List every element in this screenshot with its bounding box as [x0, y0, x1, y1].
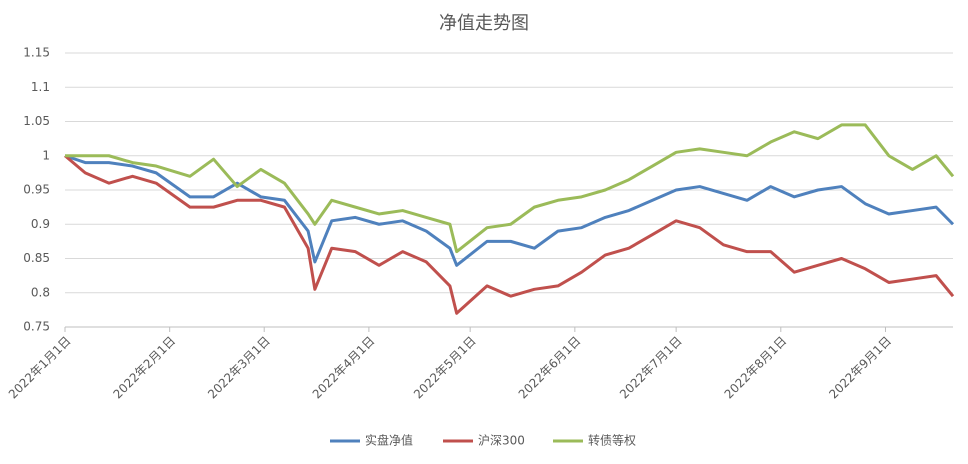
- y-tick-label: 1: [42, 148, 50, 162]
- y-tick-label: 0.75: [23, 320, 50, 334]
- x-tick-label: 2022年7月1日: [617, 334, 685, 402]
- x-tick-label: 2022年8月1日: [722, 334, 790, 402]
- line-series: [64, 154, 955, 267]
- x-tick-label: 2022年3月1日: [205, 334, 273, 402]
- line-series: [65, 123, 955, 254]
- x-tick-label: 2022年5月1日: [411, 334, 479, 402]
- y-tick-label: 0.9: [31, 217, 50, 231]
- y-tick-label: 1.05: [23, 114, 50, 128]
- x-tick-label: 2022年4月1日: [310, 334, 378, 402]
- y-tick-label: 1.1: [31, 80, 50, 94]
- legend-label: 实盘净值: [365, 433, 413, 448]
- legend-label: 沪深300: [478, 434, 525, 448]
- line-series: [64, 154, 955, 315]
- x-tick-label: 2022年6月1日: [516, 334, 584, 402]
- chart-title: 净值走势图: [439, 13, 529, 34]
- y-tick-label: 0.8: [31, 285, 50, 299]
- legend-label: 转债等权: [588, 433, 636, 448]
- x-tick-label: 2022年9月1日: [826, 334, 894, 402]
- y-tick-label: 1.15: [23, 46, 50, 60]
- x-tick-label: 2022年1月1日: [6, 334, 74, 402]
- y-tick-label: 0.95: [23, 183, 50, 197]
- y-tick-label: 0.85: [23, 251, 50, 265]
- x-tick-label: 2022年2月1日: [111, 334, 179, 402]
